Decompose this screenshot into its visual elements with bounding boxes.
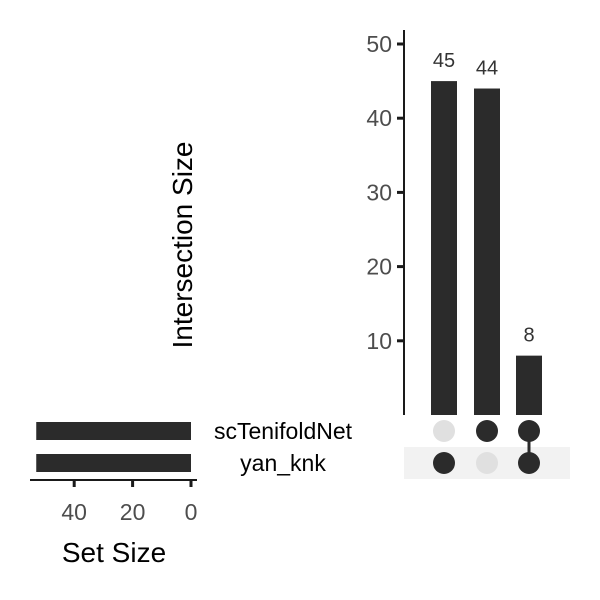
set-labels: scTenifoldNet yan_knk [214,418,353,476]
matrix-dot-2-0 [518,420,540,442]
y-tick-label-2: 30 [366,179,392,205]
intersection-matrix [433,420,540,474]
intersection-bar-label-1: 44 [476,58,498,80]
set-size-tick-label-2: 0 [185,499,198,525]
intersection-bar-label-0: 45 [433,50,455,72]
matrix-dot-2-1 [518,452,540,474]
intersection-bar-2 [516,355,542,415]
y-tick-label-0: 10 [366,328,392,354]
matrix-dot-1-1 [476,452,498,474]
matrix-dot-0-1 [433,452,455,474]
set-size-axis-title: Set Size [62,537,166,568]
set-size-bar-1 [36,454,191,472]
intersection-bar-label-2: 8 [523,325,534,347]
y-tick-label-4: 50 [366,31,392,57]
y-tick-label-3: 40 [366,105,392,131]
y-tick-label-1: 20 [366,254,392,280]
set-size-axis: 40 20 0 [30,479,198,525]
intersection-bar-1 [474,88,500,416]
set-size-bar-0 [36,422,191,440]
set-label-1: yan_knk [240,450,326,476]
matrix-dot-1-0 [476,420,498,442]
intersection-bar-0 [431,81,457,415]
set-label-0: scTenifoldNet [214,418,353,444]
intersection-axis: 10 20 30 40 50 [366,30,405,415]
intersection-bars: 45 44 8 [431,50,542,416]
set-size-bars [36,422,191,472]
intersection-axis-title: Intersection Size [167,142,198,349]
set-size-tick-label-1: 20 [120,499,146,525]
matrix-dot-0-0 [433,420,455,442]
set-size-tick-label-0: 40 [61,499,87,525]
